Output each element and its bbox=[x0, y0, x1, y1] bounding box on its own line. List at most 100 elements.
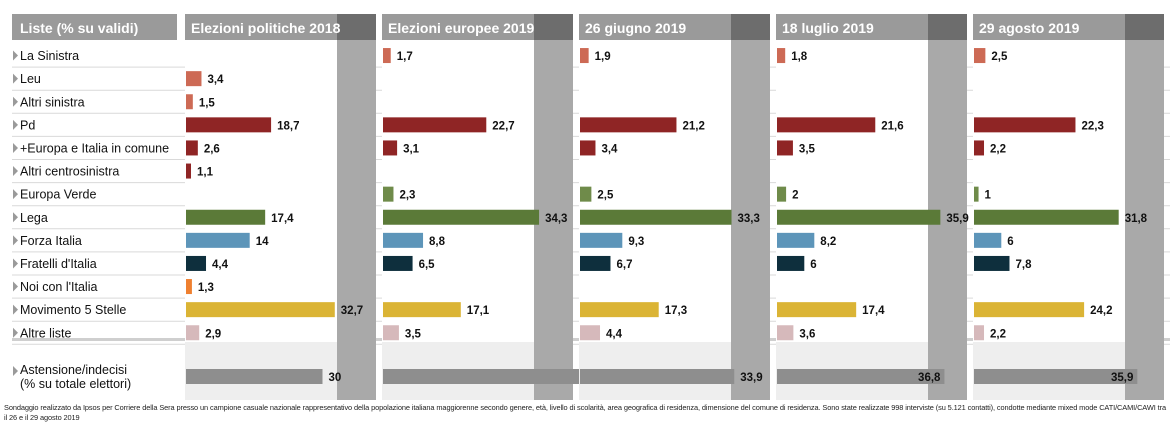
bar bbox=[974, 186, 979, 202]
bar bbox=[974, 117, 1076, 133]
bar bbox=[186, 140, 198, 156]
bar bbox=[186, 279, 192, 295]
abstention-label-line2: (% su totale elettori) bbox=[20, 377, 131, 391]
panel: Elezioni politiche 2018 3,4 1,5 18,7 2,6 1,1 1… bbox=[185, 14, 376, 400]
bar bbox=[186, 209, 266, 225]
panel-title: 29 agosto 2019 bbox=[979, 20, 1080, 36]
bar bbox=[186, 117, 272, 133]
poll-chart: Liste (% su validi) La Sinistra Leu Altri … bbox=[12, 14, 1170, 400]
bar bbox=[186, 255, 207, 271]
party-label: Europa Verde bbox=[20, 188, 96, 202]
bar bbox=[777, 325, 794, 341]
panel: Elezioni europee 2019 1,7 22,7 3,1 2,3 34,3 8,… bbox=[382, 14, 602, 400]
panels: Elezioni politiche 2018 3,4 1,5 18,7 2,6 1,1 1… bbox=[185, 14, 1164, 400]
party-label: Noi con l'Italia bbox=[20, 280, 97, 294]
bar-value-label: 3,5 bbox=[799, 143, 816, 155]
bar-value-label: 1,8 bbox=[791, 51, 808, 63]
reference-stripe bbox=[337, 14, 376, 400]
party-label: Leu bbox=[20, 72, 41, 86]
abstention-value-label: 30 bbox=[329, 372, 342, 384]
triangle-icon bbox=[13, 50, 18, 61]
panel: 26 giugno 2019 1,9 21,2 3,4 2,5 33,3 9,3 6,7 17,… bbox=[579, 14, 770, 400]
abstention-value-label: 33,9 bbox=[740, 372, 762, 384]
bar-value-label: 8,8 bbox=[429, 236, 446, 248]
party-label: Lega bbox=[20, 211, 48, 225]
bar bbox=[383, 117, 487, 133]
bar bbox=[777, 140, 793, 156]
bar-value-label: 2,2 bbox=[990, 143, 1006, 155]
bar-value-label: 6,7 bbox=[616, 259, 632, 271]
panel-header-stripe bbox=[1125, 14, 1164, 40]
triangle-icon bbox=[13, 73, 18, 84]
bar bbox=[383, 140, 398, 156]
panel-title: Elezioni politiche 2018 bbox=[191, 20, 341, 36]
bar bbox=[186, 325, 200, 341]
bar-value-label: 35,9 bbox=[946, 213, 968, 225]
bar-value-label: 24,2 bbox=[1090, 305, 1112, 317]
bar bbox=[383, 186, 394, 202]
bar-value-label: 6,5 bbox=[419, 259, 436, 271]
abstention-label-line1: Astensione/indecisi bbox=[20, 363, 127, 377]
panel-header-stripe bbox=[731, 14, 770, 40]
party-label: +Europa e Italia in comune bbox=[20, 141, 169, 155]
panel-title: Elezioni europee 2019 bbox=[388, 20, 534, 36]
bar bbox=[580, 302, 659, 318]
abstention-value-label: 35,9 bbox=[1111, 372, 1133, 384]
bar-value-label: 34,3 bbox=[545, 213, 567, 225]
abstention-bar bbox=[186, 369, 323, 384]
bar bbox=[777, 232, 815, 248]
bar-value-label: 17,3 bbox=[665, 305, 687, 317]
bar-value-label: 17,4 bbox=[271, 213, 294, 225]
bar bbox=[580, 117, 677, 133]
bar bbox=[777, 255, 805, 271]
bar bbox=[777, 209, 941, 225]
bar bbox=[186, 232, 250, 248]
header-liste-title: Liste (% su validi) bbox=[20, 20, 138, 36]
bar-value-label: 17,4 bbox=[862, 305, 885, 317]
triangle-icon bbox=[13, 119, 18, 130]
bar bbox=[580, 140, 596, 156]
bar bbox=[580, 209, 732, 225]
bar-value-label: 4,4 bbox=[606, 328, 623, 340]
bar bbox=[580, 325, 601, 341]
triangle-icon bbox=[13, 96, 18, 107]
bar-value-label: 2,5 bbox=[597, 190, 614, 202]
bar-value-label: 9,3 bbox=[628, 236, 644, 248]
bar bbox=[974, 140, 985, 156]
party-label: Forza Italia bbox=[20, 234, 82, 248]
bar-value-label: 4,4 bbox=[212, 259, 229, 271]
party-label: Altri sinistra bbox=[20, 95, 85, 109]
bar bbox=[974, 255, 1010, 271]
triangle-icon bbox=[13, 212, 18, 223]
bar-value-label: 18,7 bbox=[277, 120, 299, 132]
bar-value-label: 3,5 bbox=[405, 328, 422, 340]
bar bbox=[974, 48, 986, 64]
bar-value-label: 3,4 bbox=[207, 74, 224, 86]
bar-value-label: 2,6 bbox=[204, 143, 220, 155]
panel: 29 agosto 2019 2,5 22,3 2,2 1 31,8 67,8 24,2 2,2… bbox=[973, 14, 1164, 400]
bar-value-label: 1,9 bbox=[595, 51, 611, 63]
abstention-bar bbox=[777, 369, 945, 384]
bar bbox=[777, 48, 786, 64]
party-label: Altre liste bbox=[20, 326, 71, 340]
bar-value-label: 31,8 bbox=[1125, 213, 1148, 225]
bar bbox=[777, 186, 787, 202]
bar bbox=[383, 255, 413, 271]
triangle-icon bbox=[13, 166, 18, 177]
bar-value-label: 22,7 bbox=[492, 120, 514, 132]
party-label: Altri centrosinistra bbox=[20, 165, 119, 179]
panel-header-stripe bbox=[337, 14, 376, 40]
abstention-bar bbox=[580, 369, 735, 384]
bar-value-label: 2,2 bbox=[990, 328, 1006, 340]
bar bbox=[383, 232, 424, 248]
reference-stripe bbox=[1125, 14, 1164, 400]
bar-value-label: 21,2 bbox=[682, 120, 704, 132]
bar-value-label: 17,1 bbox=[467, 305, 490, 317]
bar bbox=[974, 209, 1119, 225]
bar-value-label: 22,3 bbox=[1081, 120, 1103, 132]
triangle-icon bbox=[13, 235, 18, 246]
bar bbox=[383, 302, 461, 318]
bar-value-label: 7,8 bbox=[1015, 259, 1032, 271]
bar-value-label: 3,4 bbox=[601, 143, 618, 155]
bar-value-label: 3,1 bbox=[403, 143, 420, 155]
